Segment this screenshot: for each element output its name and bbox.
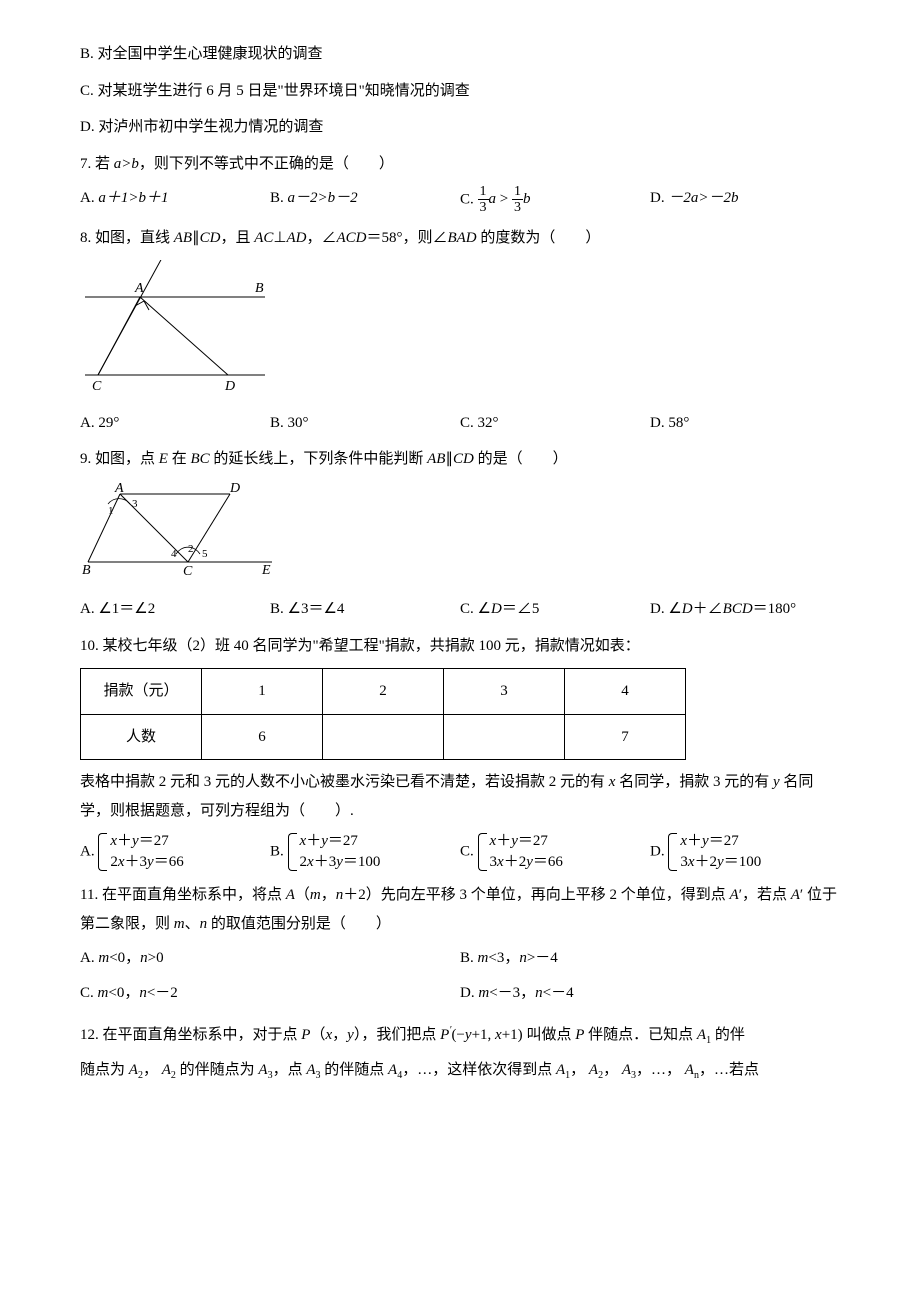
q6-c-text: C. 对某班学生进行 6 月 5 日是"世界环境日"知晓情况的调查: [80, 83, 470, 99]
q7-c-pre: C.: [460, 191, 478, 207]
q7-d-math: －2a>－2b: [668, 190, 738, 206]
svg-text:3: 3: [132, 498, 138, 510]
q9-options: A. ∠1＝∠2 B. ∠3＝∠4 C. ∠D＝∠5 D. ∠D＋∠BCD＝18…: [80, 595, 840, 624]
q7-a-math: a＋1>b＋1: [98, 190, 168, 206]
q7-a-pre: A.: [80, 190, 98, 206]
cell-r4: [444, 714, 565, 760]
q7-d-pre: D.: [650, 190, 668, 206]
q7-stem: 7. 若 a>b，则下列不等式中不正确的是（ ）: [80, 150, 840, 179]
q7-opt-c: C. 13a > 13b: [460, 184, 650, 216]
svg-text:2: 2: [188, 543, 194, 555]
q10-opt-c: C. x＋y＝273x＋2y＝66: [460, 831, 650, 873]
q9-opt-b: B. ∠3＝∠4: [270, 595, 460, 624]
q10-after: 表格中捐款 2 元和 3 元的人数不小心被墨水污染已看不清楚，若设捐款 2 元的…: [80, 768, 840, 825]
q7-opt-b: B. a－2>b－2: [270, 184, 460, 216]
q11-options: A. m<0，n>0 B. m<3，n>－4 C. m<0，n<－2 D. m<…: [80, 944, 840, 1013]
cell-h4: 3: [444, 669, 565, 715]
q10-b-pre: B.: [270, 844, 288, 860]
svg-text:C: C: [183, 564, 193, 577]
cell-r3: [323, 714, 444, 760]
svg-text:1: 1: [108, 505, 114, 517]
q6-d-text: D. 对泸州市初中学生视力情况的调查: [80, 119, 323, 135]
q8-opt-a: A. 29°: [80, 409, 270, 438]
table-row: 人数 6 7: [81, 714, 686, 760]
table-row: 捐款（元） 1 2 3 4: [81, 669, 686, 715]
cell-h2: 1: [202, 669, 323, 715]
q11-opt-b: B. m<3，n>－4: [460, 944, 840, 973]
q6-opt-c: C. 对某班学生进行 6 月 5 日是"世界环境日"知晓情况的调查: [80, 77, 840, 106]
q6-opt-d: D. 对泸州市初中学生视力情况的调查: [80, 113, 840, 142]
q7-opt-d: D. －2a>－2b: [650, 184, 840, 216]
q11-stem: 11. 在平面直角坐标系中，将点 A（m，n＋2）先向左平移 3 个单位，再向上…: [80, 881, 840, 938]
q6-opt-b: B. 对全国中学生心理健康现状的调查: [80, 40, 840, 69]
q11-opt-a: A. m<0，n>0: [80, 944, 460, 973]
q8-svg: A B C D: [80, 260, 270, 390]
svg-text:E: E: [261, 563, 271, 577]
q7-stem-post: ，则下列不等式中不正确的是（ ）: [139, 156, 394, 172]
q8-figure: A B C D: [80, 260, 840, 401]
q10-opt-a: A. x＋y＝272x＋3y＝66: [80, 831, 270, 873]
q8-stem: 8. 如图，直线 AB∥CD，且 AC⊥AD，∠ACD＝58°，则∠BAD 的度…: [80, 224, 840, 253]
svg-text:D: D: [224, 379, 235, 390]
q9-svg: A D B C E 1 3 4 2 5: [80, 482, 280, 577]
q10-d-pre: D.: [650, 844, 668, 860]
q12-line1: 12. 在平面直角坐标系中，对于点 P（x，y），我们把点 P′(−y+1, x…: [80, 1021, 840, 1050]
q9-opt-d: D. ∠D＋∠BCD＝180°: [650, 595, 840, 624]
q7-b-pre: B.: [270, 190, 288, 206]
q7-opt-a: A. a＋1>b＋1: [80, 184, 270, 216]
q10-a-pre: A.: [80, 844, 98, 860]
q10-options: A. x＋y＝272x＋3y＝66 B. x＋y＝272x＋3y＝100 C. …: [80, 831, 840, 873]
svg-text:4: 4: [171, 548, 177, 560]
q9-opt-c: C. ∠D＝∠5: [460, 595, 650, 624]
q8-opt-b: B. 30°: [270, 409, 460, 438]
q7-b-math: a－2>b－2: [288, 190, 358, 206]
q11-opt-c: C. m<0，n<－2: [80, 979, 460, 1008]
q7-c-math: 13a > 13b: [478, 191, 531, 207]
cell-h5: 4: [565, 669, 686, 715]
svg-text:A: A: [114, 482, 124, 496]
q10-c-pre: C.: [460, 844, 478, 860]
q7-options: A. a＋1>b＋1 B. a－2>b－2 C. 13a > 13b D. －2…: [80, 184, 840, 216]
q10-opt-d: D. x＋y＝273x＋2y＝100: [650, 831, 840, 873]
cell-r5: 7: [565, 714, 686, 760]
q9-figure: A D B C E 1 3 4 2 5: [80, 482, 840, 588]
cell-r2: 6: [202, 714, 323, 760]
cell-h1: 捐款（元）: [81, 669, 202, 715]
q9-stem: 9. 如图，点 E 在 BC 的延长线上，下列条件中能判断 AB∥CD 的是（ …: [80, 445, 840, 474]
q10-opt-b: B. x＋y＝272x＋3y＝100: [270, 831, 460, 873]
q7-stem-cond: a>b: [114, 156, 139, 172]
q8-opt-c: C. 32°: [460, 409, 650, 438]
svg-text:B: B: [255, 281, 264, 296]
q8-options: A. 29° B. 30° C. 32° D. 58°: [80, 409, 840, 438]
q10-stem: 10. 某校七年级（2）班 40 名同学为"希望工程"捐款，共捐款 100 元，…: [80, 632, 840, 661]
q9-opt-a: A. ∠1＝∠2: [80, 595, 270, 624]
svg-text:5: 5: [202, 548, 208, 560]
cell-h3: 2: [323, 669, 444, 715]
svg-text:A: A: [134, 281, 144, 296]
svg-text:D: D: [229, 482, 240, 496]
svg-text:B: B: [82, 563, 91, 577]
q7-stem-pre: 7. 若: [80, 156, 114, 172]
cell-r1: 人数: [81, 714, 202, 760]
q8-opt-d: D. 58°: [650, 409, 840, 438]
q12-line2: 随点为 A2， A2 的伴随点为 A3，点 A3 的伴随点 A4，…，这样依次得…: [80, 1056, 840, 1085]
q11-opt-d: D. m<－3，n<－4: [460, 979, 840, 1008]
q10-table: 捐款（元） 1 2 3 4 人数 6 7: [80, 668, 686, 760]
svg-text:C: C: [92, 379, 102, 390]
q6-b-text: B. 对全国中学生心理健康现状的调查: [80, 46, 323, 62]
